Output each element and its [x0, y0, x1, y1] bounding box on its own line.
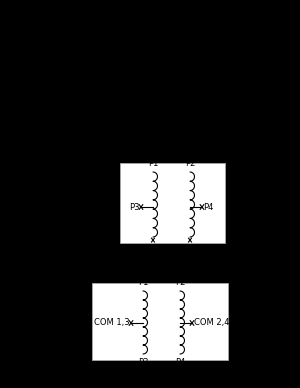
Text: P3: P3 — [129, 203, 140, 211]
Text: P2: P2 — [175, 278, 185, 287]
Text: P1: P1 — [148, 159, 158, 168]
Bar — [92, 283, 228, 360]
Text: P3: P3 — [138, 358, 148, 367]
Text: P4: P4 — [203, 203, 214, 211]
Text: P4: P4 — [175, 358, 185, 367]
Bar — [120, 163, 225, 243]
Text: COM 2,4: COM 2,4 — [194, 319, 229, 327]
Text: COM 1,3: COM 1,3 — [94, 319, 130, 327]
Text: P1: P1 — [138, 278, 148, 287]
Text: P2: P2 — [185, 159, 195, 168]
